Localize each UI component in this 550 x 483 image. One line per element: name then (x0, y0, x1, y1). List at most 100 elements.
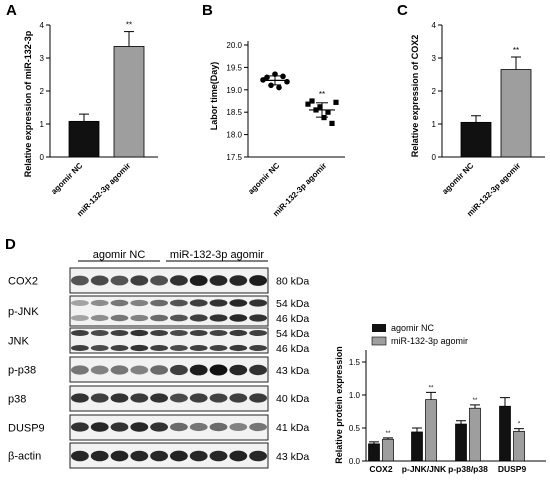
blot-label-3: p-p38 (8, 365, 36, 377)
panel-b-ytick-label-1: 18.0 (226, 131, 242, 140)
blot-kda-0-0: 80 kDa (276, 276, 309, 288)
panel-b-point-agomir-5 (325, 109, 331, 115)
blot-band-0-0-0 (71, 275, 89, 286)
blot-band-5-0-3 (130, 422, 149, 432)
blot-band-1-0-4 (150, 299, 169, 307)
panel-c-sig: ** (513, 46, 519, 55)
panel-d-ylabel: Relative protein expression (334, 346, 344, 464)
panel-d-letter: D (5, 236, 16, 253)
panel-b-ytick-label-3: 19.0 (226, 86, 242, 95)
panel-d-ytick-label-3: 1.5 (349, 358, 361, 367)
blot-label-1: p-JNK (8, 306, 39, 318)
blot-band-3-0-9 (249, 364, 267, 376)
blot-band-0-0-7 (209, 275, 228, 286)
panel-a-xlabel-1: miR-132-3p agomir (75, 161, 132, 218)
panel-c-letter: C (397, 2, 408, 19)
panel-c-xlabel-1: miR-132-3p agomir (465, 161, 522, 218)
panel-a-ytick-label-1: 1 (40, 120, 45, 129)
panel-d-bar-3-0 (499, 405, 511, 462)
panel-a-ytick-label-4: 4 (40, 21, 45, 30)
panel-d-ytick-label-2: 1.0 (349, 391, 361, 400)
blot-band-1-1-2 (110, 314, 129, 322)
blot-band-2-0-1 (90, 330, 109, 336)
panel-a-bar-1 (113, 46, 145, 158)
blot-band-2-0-4 (150, 329, 169, 337)
blot-label-6: β-actin (8, 451, 41, 463)
blot-kda-3-0: 43 kDa (276, 365, 309, 377)
blot-band-0-0-2 (110, 275, 129, 286)
panel-c-ytick-label-3: 3 (432, 54, 437, 63)
blot-band-1-0-2 (110, 299, 129, 307)
blot-band-4-0-1 (90, 393, 109, 403)
blot-band-4-0-8 (229, 393, 248, 403)
panel-d-xlabel-0: COX2 (369, 464, 392, 474)
panel-c-ytick-label-4: 4 (432, 21, 437, 30)
blot-band-3-0-8 (229, 364, 248, 376)
blot-band-5-0-2 (110, 422, 129, 432)
blot-band-2-1-3 (130, 344, 149, 352)
blot-band-4-0-5 (170, 393, 188, 403)
blot-band-3-0-4 (150, 365, 169, 375)
panel-c-ylabel: Relative expression of COX2 (410, 35, 420, 158)
panel-b-point-agomir-0 (305, 101, 311, 107)
panel-b-point-agomir-3 (317, 104, 323, 110)
blot-band-3-0-6 (189, 364, 208, 376)
blot-band-4-0-3 (130, 393, 149, 403)
legend-label-nc: agomir NC (391, 323, 435, 333)
panel-d-bar-2-1 (469, 407, 481, 462)
legend-label-agomir: miR-132-3p agomir (391, 336, 468, 346)
panel-d-ytick-label-0: 0.0 (349, 457, 361, 466)
blot-kda-5-0: 41 kDa (276, 422, 309, 434)
blot-band-1-0-9 (249, 299, 267, 307)
blot-band-6-0-8 (229, 450, 248, 462)
legend-swatch-nc (372, 324, 386, 332)
blot-band-6-0-0 (71, 450, 89, 462)
blot-band-3-0-1 (90, 365, 109, 375)
blot-band-6-0-9 (249, 450, 267, 462)
panel-b-letter: B (202, 2, 213, 19)
panel-a-letter: A (6, 2, 17, 19)
blot-band-1-0-5 (170, 299, 188, 307)
panel-b-point-agomir-7 (333, 99, 339, 105)
panel-d-sig-2: ** (473, 398, 478, 404)
blot-label-0: COX2 (8, 276, 38, 288)
panel-b-ytick-label-5: 20.0 (226, 41, 242, 50)
panel-b-ytick-label-0: 17.5 (226, 153, 242, 162)
blot-band-5-0-6 (189, 422, 208, 432)
panel-d-bar-0-0 (368, 443, 380, 462)
blot-band-2-1-2 (110, 344, 129, 352)
panel-c-bar-0 (460, 121, 492, 158)
panel-a-xlabel-0: agomir NC (49, 161, 84, 196)
panel-a-bar-0 (68, 120, 100, 158)
panel-b-xlabel-0: agomir NC (246, 161, 281, 196)
blot-band-0-0-3 (130, 275, 149, 286)
panel-d: D agomir NC miR-132-3p agomir COX2 80 kDa… (5, 236, 309, 469)
blot-band-1-1-6 (189, 314, 208, 322)
blot-band-5-0-1 (90, 422, 109, 432)
blot-band-1-1-9 (249, 314, 267, 322)
blot-band-1-1-5 (170, 314, 188, 322)
panel-d-bar-0-1 (382, 438, 394, 462)
blot-kda-1-0: 54 kDa (276, 298, 309, 310)
blot-band-5-0-5 (170, 422, 188, 432)
blot-band-1-1-7 (209, 314, 228, 322)
blot-band-2-1-8 (229, 344, 248, 352)
panel-d-bar-2-0 (455, 423, 467, 462)
blot-kda-2-1: 46 kDa (276, 343, 309, 355)
blot-band-2-0-7 (209, 329, 228, 337)
panel-c: C Relative expression of COX2 0 1 2 3 4 ** a… (397, 2, 545, 218)
blot-band-1-1-3 (130, 314, 149, 322)
blot-band-3-0-0 (71, 365, 89, 375)
panel-d-bar-3-1 (513, 430, 525, 462)
blot-band-6-0-7 (209, 450, 228, 462)
blot-band-3-0-2 (110, 365, 129, 375)
blot-band-5-0-8 (229, 422, 248, 432)
panel-d-sig-3: * (518, 422, 521, 428)
blot-band-2-0-9 (249, 329, 267, 337)
blot-band-5-0-0 (71, 422, 89, 432)
panel-d-sig-0: ** (386, 431, 391, 437)
blot-band-1-1-0 (71, 315, 89, 321)
blot-band-2-1-0 (71, 344, 89, 352)
blot-band-2-0-5 (170, 330, 188, 336)
